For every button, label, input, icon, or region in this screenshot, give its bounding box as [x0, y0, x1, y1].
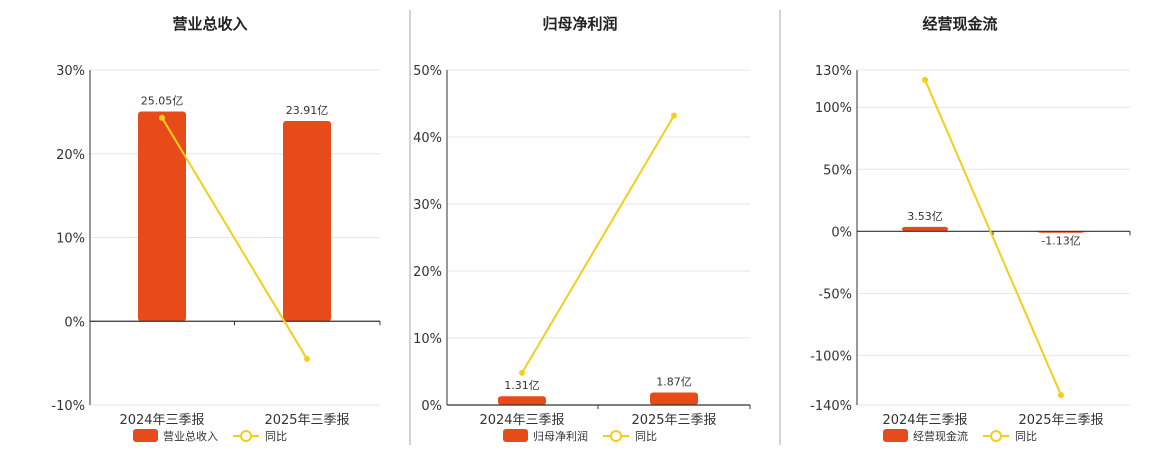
legend-bar-label: 经营现金流 [913, 429, 968, 443]
yoy-line [161, 117, 308, 360]
legend-bar-label: 归母净利润 [533, 429, 588, 443]
bar-data-label: 25.05亿 [141, 94, 184, 107]
yoy-point [922, 76, 928, 83]
chart-panel-1: 营业总收入 -10% 0% 10% 20% 30% 25.05亿 23.91亿 2024年三季报… [51, 10, 411, 445]
x-tick-label: 2025年三季报 [1018, 413, 1103, 428]
x-tick-label: 2024年三季报 [479, 413, 564, 428]
legend-line-label: 同比 [265, 430, 287, 443]
y-tick-label: 100% [815, 101, 852, 116]
y-tick-label: 20% [56, 148, 85, 163]
yoy-point [159, 114, 165, 121]
yoy-point [671, 112, 677, 119]
bar-data-label: 23.91亿 [286, 104, 329, 117]
y-tick-label: -10% [51, 399, 85, 414]
y-tick-label: -50% [818, 287, 852, 302]
yoy-point [304, 355, 310, 362]
chart-title: 经营现金流 [922, 15, 997, 33]
legend-line-marker [240, 430, 252, 442]
bar [902, 226, 948, 232]
chart-title: 归母净利润 [542, 15, 617, 33]
y-tick-label: 30% [56, 64, 85, 79]
x-tick-label: 2025年三季报 [264, 413, 349, 428]
y-tick-label: 30% [413, 198, 442, 213]
chart-panel-3: 经营现金流 -140% -100% -50% 0% 50% 100% 130% 3.53亿 -1.… [810, 15, 1131, 443]
legend-line-marker [990, 430, 1002, 442]
x-tick-label: 2024年三季报 [119, 413, 204, 428]
x-tick-label: 2025年三季报 [631, 413, 716, 428]
y-tick-label: 0% [64, 315, 85, 330]
legend-bar-swatch [883, 429, 908, 442]
legend-line-marker [610, 430, 622, 442]
legend-line-label: 同比 [1015, 430, 1037, 443]
yoy-line [521, 115, 675, 374]
bar-data-label: 1.87亿 [656, 375, 692, 388]
x-tick-label: 2024年三季报 [882, 413, 967, 428]
y-tick-label: -140% [810, 399, 852, 414]
bar-data-label: 3.53亿 [907, 210, 943, 223]
bar-data-label: -1.13亿 [1041, 235, 1080, 248]
y-tick-label: -100% [810, 349, 852, 364]
legend-bar-swatch [133, 429, 158, 442]
legend-line-label: 同比 [635, 430, 657, 443]
bar [498, 396, 546, 405]
y-tick-label: 20% [413, 265, 442, 280]
chart-panel-2: 归母净利润 0% 10% 20% 30% 40% 50% 1.31亿 1.87亿 2024年三季报… [413, 10, 781, 445]
legend-bar-label: 营业总收入 [163, 429, 218, 443]
legend-bar-swatch [503, 429, 528, 442]
chart-title: 营业总收入 [172, 15, 247, 33]
bar-data-label: 1.31亿 [504, 379, 540, 392]
bar [650, 392, 698, 405]
bar [283, 121, 331, 322]
y-tick-label: 40% [413, 131, 442, 146]
y-tick-label: 50% [413, 64, 442, 79]
y-tick-label: 50% [823, 163, 852, 178]
y-tick-label: 10% [56, 232, 85, 247]
y-tick-label: 0% [831, 225, 852, 240]
yoy-line [924, 79, 1062, 396]
bar [138, 111, 186, 322]
y-tick-label: 0% [421, 399, 442, 414]
y-tick-label: 130% [815, 64, 852, 79]
yoy-point [1058, 392, 1064, 399]
y-tick-label: 10% [413, 332, 442, 347]
yoy-point [519, 369, 525, 376]
